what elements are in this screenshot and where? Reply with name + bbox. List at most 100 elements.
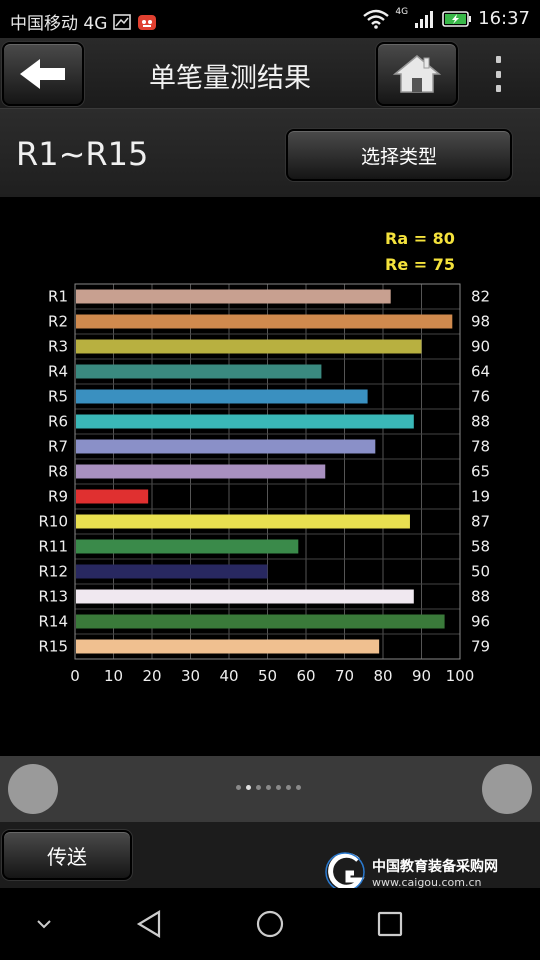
value-label: 78 xyxy=(471,438,490,456)
bar xyxy=(76,639,380,654)
wifi-icon xyxy=(363,9,390,29)
category-label: R5 xyxy=(48,388,68,406)
status-bar: 中国移动 4G 4G xyxy=(0,0,540,38)
bar xyxy=(76,464,326,479)
navigation-bar xyxy=(0,888,540,960)
battery-charging-icon xyxy=(442,10,472,27)
value-label: 79 xyxy=(471,638,490,656)
re-value: Re = 75 xyxy=(385,255,455,274)
bar xyxy=(76,339,422,354)
arrow-left-icon xyxy=(20,59,65,89)
home-icon xyxy=(393,55,441,93)
nav-recents-icon[interactable] xyxy=(370,906,410,942)
page-indicator xyxy=(236,785,301,790)
select-type-button[interactable]: 选择类型 xyxy=(286,129,512,181)
x-tick-label: 90 xyxy=(412,667,431,685)
signal-icon xyxy=(415,10,434,28)
bar xyxy=(76,564,268,579)
bar xyxy=(76,314,453,329)
category-label: R7 xyxy=(48,438,68,456)
bar xyxy=(76,414,414,429)
category-label: R11 xyxy=(38,538,68,556)
category-label: R8 xyxy=(48,463,68,481)
app-notification-icon xyxy=(138,14,157,30)
image-icon xyxy=(113,13,132,30)
plot-frame xyxy=(74,283,461,660)
back-button[interactable] xyxy=(2,42,84,106)
bottom-bar: 传送 中国教育装备采购网 www.caigou.com.cn xyxy=(0,822,540,892)
bar xyxy=(76,614,445,629)
bar xyxy=(76,514,410,529)
nav-home-icon[interactable] xyxy=(250,906,290,942)
bar xyxy=(76,589,414,604)
page-dot xyxy=(236,785,241,790)
value-label: 65 xyxy=(471,463,490,481)
value-label: 82 xyxy=(471,288,490,306)
page-title: 单笔量测结果 xyxy=(149,63,311,94)
value-label: 50 xyxy=(471,563,490,581)
value-label: 58 xyxy=(471,538,490,556)
chevron-down-icon[interactable] xyxy=(24,906,64,942)
bar xyxy=(76,489,149,504)
nav-back-icon[interactable] xyxy=(130,906,170,942)
value-label: 87 xyxy=(471,513,490,531)
watermark: 中国教育装备采购网 www.caigou.com.cn xyxy=(324,852,498,892)
category-label: R2 xyxy=(48,313,68,331)
value-label: 88 xyxy=(471,413,490,431)
value-label: 19 xyxy=(471,488,490,506)
category-label: R12 xyxy=(38,563,68,581)
home-button[interactable] xyxy=(376,42,458,106)
watermark-title: 中国教育装备采购网 xyxy=(372,858,498,875)
page-dot xyxy=(266,785,271,790)
x-tick-label: 60 xyxy=(296,667,315,685)
bar xyxy=(76,539,299,554)
x-tick-label: 70 xyxy=(335,667,354,685)
value-label: 90 xyxy=(471,338,490,356)
value-label: 88 xyxy=(471,588,490,606)
send-button[interactable]: 传送 xyxy=(2,830,132,880)
x-tick-label: 20 xyxy=(142,667,161,685)
value-label: 98 xyxy=(471,313,490,331)
pager-bar xyxy=(0,756,540,822)
status-left: 中国移动 4G xyxy=(10,9,157,34)
category-label: R15 xyxy=(38,638,68,656)
more-vertical-icon[interactable] xyxy=(488,56,508,92)
x-tick-label: 50 xyxy=(258,667,277,685)
category-label: R1 xyxy=(48,288,68,306)
clock: 16:37 xyxy=(478,8,530,29)
category-label: R14 xyxy=(38,613,68,631)
x-tick-label: 10 xyxy=(104,667,123,685)
category-label: R9 xyxy=(48,488,68,506)
range-label: R1~R15 xyxy=(16,135,149,173)
bar xyxy=(76,289,391,304)
category-label: R3 xyxy=(48,338,68,356)
x-tick-label: 30 xyxy=(181,667,200,685)
network-type-label: 4G xyxy=(395,6,409,17)
bar xyxy=(76,364,322,379)
watermark-logo-icon xyxy=(325,852,365,892)
bar xyxy=(76,439,376,454)
value-label: 64 xyxy=(471,363,490,381)
prev-page-button[interactable] xyxy=(8,764,58,814)
x-tick-label: 40 xyxy=(219,667,238,685)
value-label: 76 xyxy=(471,388,490,406)
status-right: 4G 16:37 xyxy=(363,6,530,29)
bar-chart: 0 10 20 30 40 50 60 70 80 90 100 R1 82 R2 98 R3 90 R4 64 R5… xyxy=(38,283,490,685)
x-tick-label: 0 xyxy=(70,667,80,685)
ra-value: Ra = 80 xyxy=(385,229,455,248)
category-label: R13 xyxy=(38,588,68,606)
page-dot xyxy=(276,785,281,790)
page-dot xyxy=(256,785,261,790)
x-tick-label: 80 xyxy=(373,667,392,685)
next-page-button[interactable] xyxy=(482,764,532,814)
watermark-url: www.caigou.com.cn xyxy=(372,875,482,889)
value-label: 96 xyxy=(471,613,490,631)
range-bar: R1~R15 选择类型 xyxy=(0,108,540,197)
page-dot xyxy=(286,785,291,790)
chart-area: Ra = 80 Re = 75 0 10 20 30 40 50 60 70 80 90 100 R1… xyxy=(0,198,540,756)
category-label: R6 xyxy=(48,413,68,431)
carrier-label: 中国移动 4G xyxy=(10,14,108,34)
app-bar: 单笔量测结果 xyxy=(0,38,540,108)
page-dot xyxy=(296,785,301,790)
category-label: R10 xyxy=(38,513,68,531)
